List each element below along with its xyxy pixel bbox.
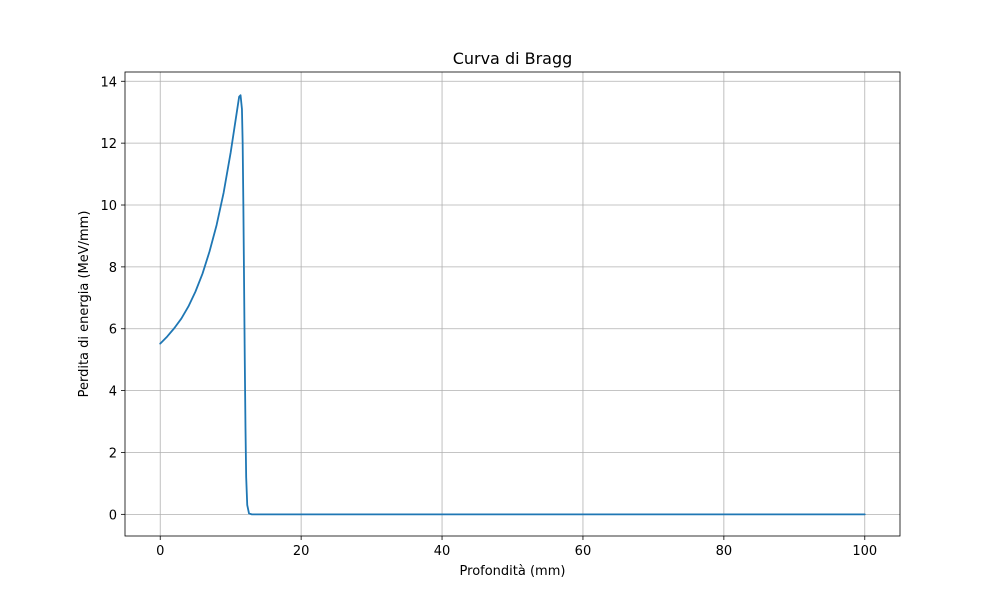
- x-tick-label: 20: [293, 544, 310, 559]
- plot-area-background: [125, 72, 900, 536]
- x-axis-label: Profondità (mm): [460, 564, 566, 579]
- x-tick-label: 60: [575, 544, 592, 559]
- x-tick-label: 100: [852, 544, 877, 559]
- y-tick-label: 8: [109, 261, 117, 276]
- x-tick-label: 0: [156, 544, 164, 559]
- y-tick-label: 10: [100, 199, 117, 214]
- x-tick-label: 80: [716, 544, 733, 559]
- y-axis-label: Perdita di energia (MeV/mm): [77, 211, 92, 398]
- y-tick-label: 4: [109, 385, 117, 400]
- y-tick-label: 14: [100, 75, 117, 90]
- y-tick-label: 0: [109, 508, 117, 523]
- grid-lines: [125, 72, 900, 536]
- chart-title: Curva di Bragg: [453, 49, 573, 68]
- y-tick-label: 2: [109, 446, 117, 461]
- axis-ticks: 0 20 40 60 80 100 0 2 4 6 8 10 12 14: [100, 75, 877, 559]
- plot-frame: [124, 71, 901, 537]
- y-tick-label: 12: [100, 137, 117, 152]
- series-line: [159, 94, 866, 516]
- y-tick-label: 6: [109, 323, 117, 338]
- x-tick-label: 40: [434, 544, 451, 559]
- series-layer: [159, 94, 866, 516]
